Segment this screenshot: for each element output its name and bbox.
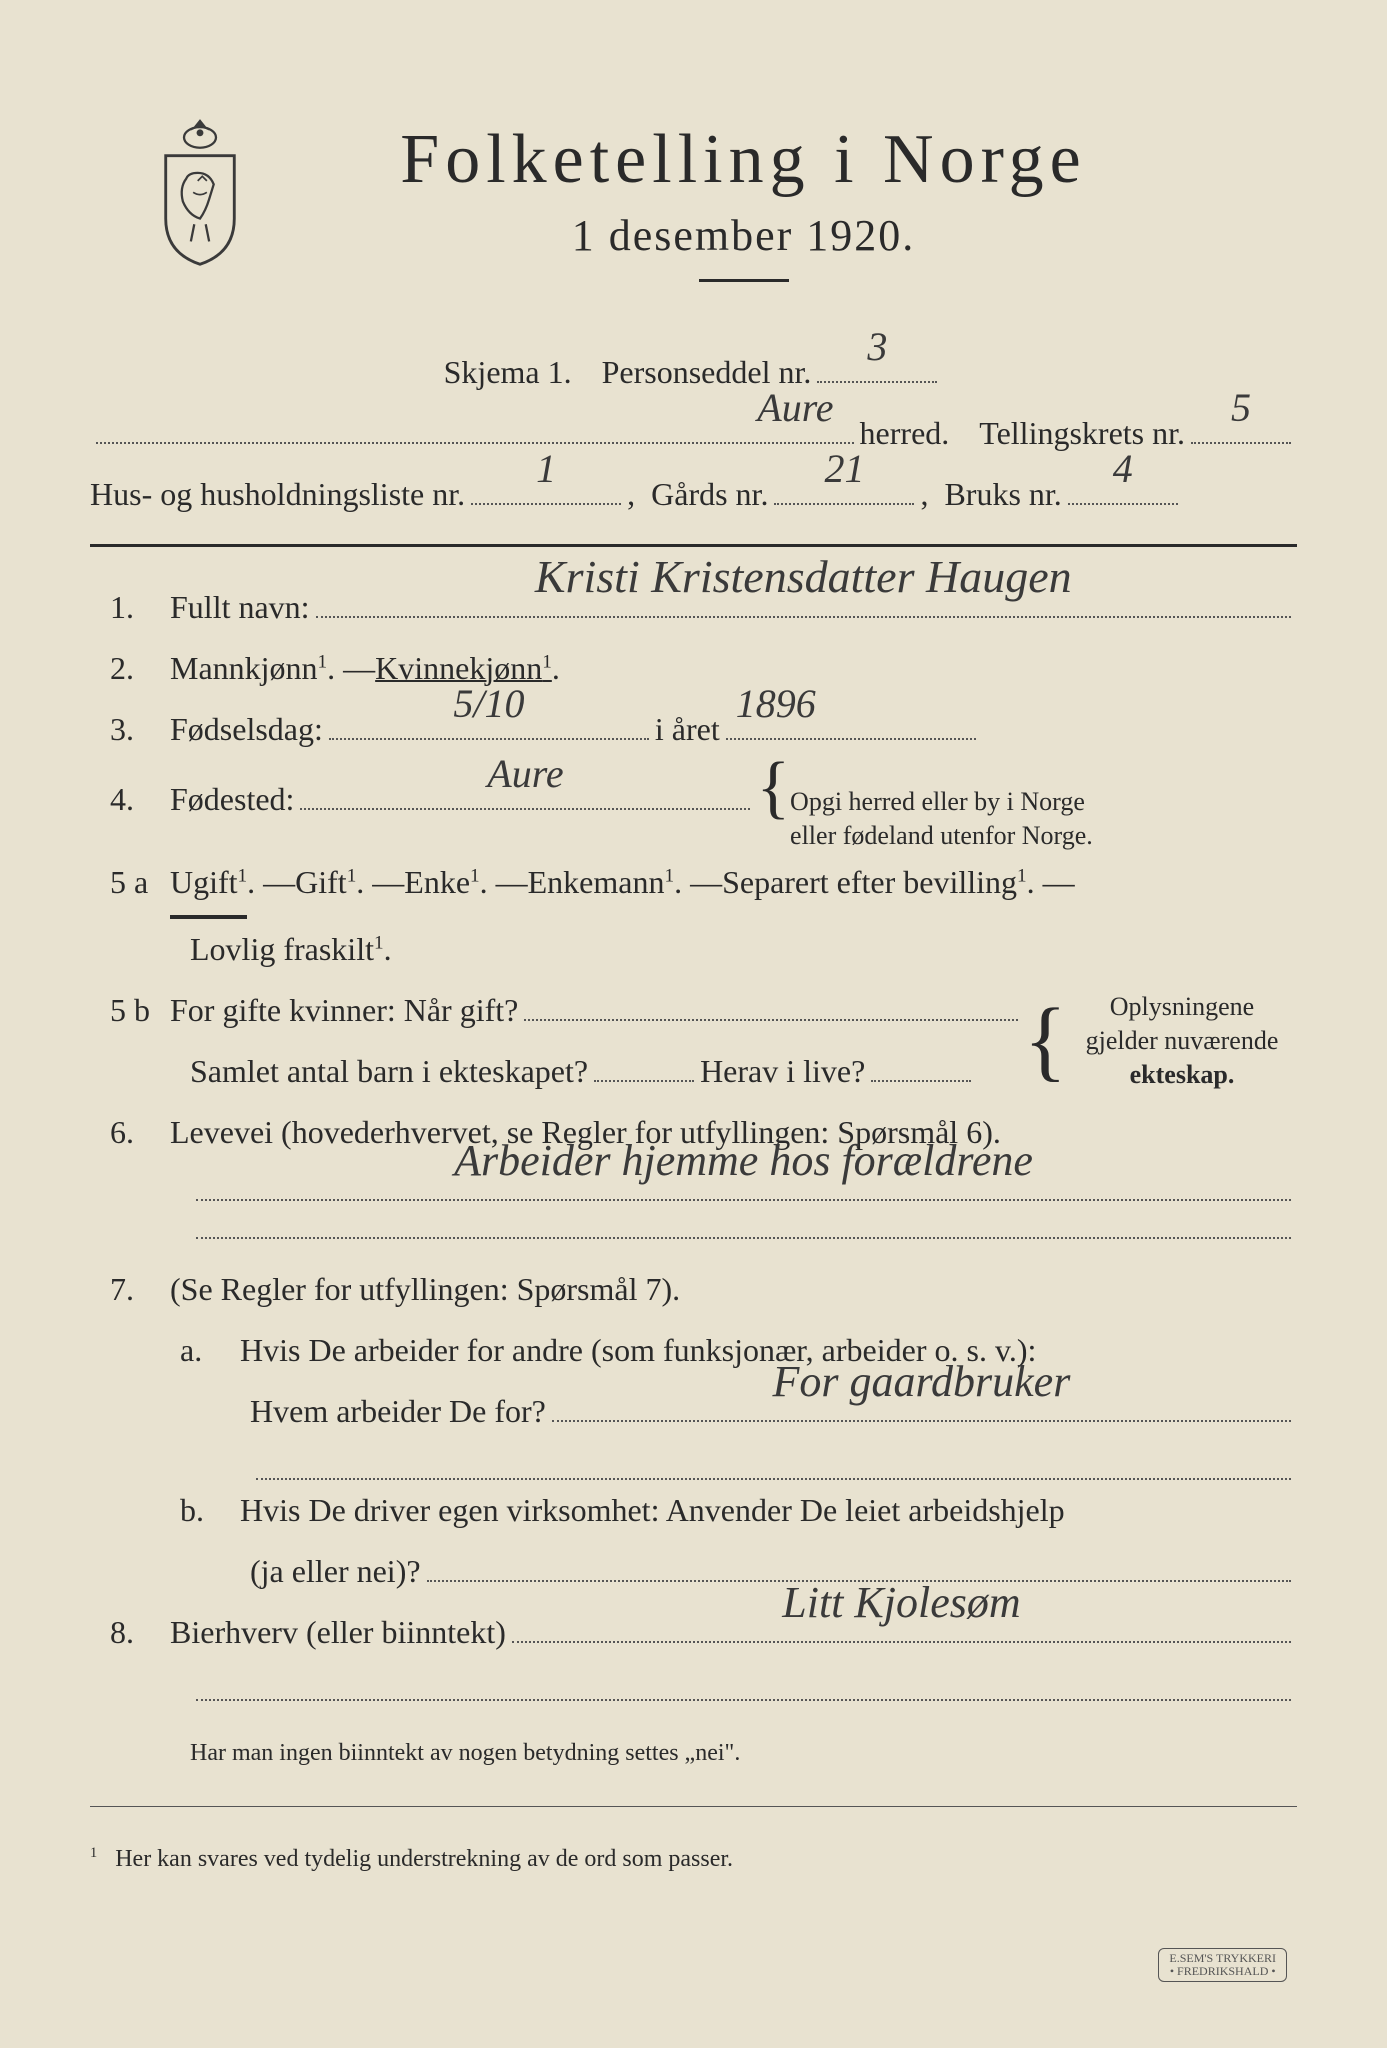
title-block: Folketelling i Norge 1 desember 1920. xyxy=(190,120,1297,282)
q5b-label1: For gifte kvinner: Når gift? xyxy=(170,980,518,1041)
q1-value: Kristi Kristensdatter Haugen xyxy=(316,533,1291,620)
row-husliste: Hus- og husholdningsliste nr. 1 , Gårds … xyxy=(90,464,1297,525)
q7b-label1: Hvis De driver egen virksomhet: Anvender… xyxy=(240,1480,1065,1541)
q7a-field2 xyxy=(256,1442,1291,1480)
q7a-value: For gaardbruker xyxy=(552,1340,1291,1424)
tellingskrets-value: 5 xyxy=(1191,370,1291,446)
husliste-value: 1 xyxy=(471,431,621,507)
q5b-field3 xyxy=(871,1043,971,1081)
q4-num: 4. xyxy=(110,769,170,830)
husliste-label: Hus- og husholdningsliste nr. xyxy=(90,464,465,525)
row-q6-blank xyxy=(190,1201,1297,1239)
tellingskrets-field: 5 xyxy=(1191,405,1291,443)
subtitle: 1 desember 1920. xyxy=(190,210,1297,261)
footnote1: Har man ingen biinntekt av nogen betydni… xyxy=(190,1731,1297,1777)
q5b-label2: Samlet antal barn i ekteskapet? xyxy=(190,1041,588,1102)
bruks-label: Bruks nr. xyxy=(944,464,1061,525)
q5a-gift: Gift1. — xyxy=(295,852,404,913)
q5b-field1 xyxy=(524,983,1017,1021)
footnote2: 1 Her kan svares ved tydelig understrekn… xyxy=(90,1837,1297,1883)
q7b-num: b. xyxy=(180,1480,240,1541)
q8-field2 xyxy=(196,1662,1291,1700)
gards-value: 21 xyxy=(774,431,914,507)
q8-value: Litt Kjolesøm xyxy=(512,1561,1291,1645)
row-q7a-blank xyxy=(250,1442,1297,1480)
q5a-separert: Separert efter bevilling1. — xyxy=(722,852,1075,913)
q8-field: Litt Kjolesøm xyxy=(512,1604,1291,1642)
row-q7: 7. (Se Regler for utfyllingen: Spørsmål … xyxy=(90,1259,1297,1320)
q6-field2 xyxy=(196,1201,1291,1239)
q5b-label3: Herav i live? xyxy=(700,1041,865,1102)
bruks-value: 4 xyxy=(1068,431,1178,507)
row-q1: 1. Fullt navn: Kristi Kristensdatter Hau… xyxy=(90,577,1297,638)
q8-label: Bierhverv (eller biinntekt) xyxy=(170,1602,506,1663)
q3-day-value: 5/10 xyxy=(329,666,649,742)
q5a-ugift: Ugift1 xyxy=(170,852,247,919)
q4-value: Aure xyxy=(300,736,750,812)
gards-label: Gårds nr. xyxy=(651,464,768,525)
q4-label: Fødested: xyxy=(170,769,294,830)
q7a-field: For gaardbruker xyxy=(552,1383,1291,1421)
q2-num: 2. xyxy=(110,638,170,699)
q4-note: Opgi herred eller by i Norge eller fødel… xyxy=(790,785,1093,853)
footnote-divider xyxy=(90,1806,1297,1807)
brace-icon: { xyxy=(1024,1005,1067,1077)
q3-year-field: 1896 xyxy=(726,702,976,740)
row-q6-answer: Arbeider hjemme hos forældrene xyxy=(190,1162,1297,1200)
title-rule xyxy=(699,279,789,282)
q3-day-field: 5/10 xyxy=(329,702,649,740)
q3-year-value: 1896 xyxy=(726,666,976,742)
husliste-field: 1 xyxy=(471,466,621,504)
q7a-label2: Hvem arbeider De for? xyxy=(250,1381,546,1442)
q7a-num: a. xyxy=(180,1320,240,1381)
printer-stamp: E.SEM'S TRYKKERI • FREDRIKSHALD • xyxy=(1158,1948,1287,1982)
q7-label: (Se Regler for utfyllingen: Spørsmål 7). xyxy=(170,1259,680,1320)
bruks-field: 4 xyxy=(1068,466,1178,504)
row-q4: 4. Fødested: Aure { Opgi herred eller by… xyxy=(90,760,1297,853)
q5b-field2 xyxy=(594,1043,694,1081)
row-q7b: b. Hvis De driver egen virksomhet: Anven… xyxy=(90,1480,1297,1541)
row-q8: 8. Bierhverv (eller biinntekt) Litt Kjol… xyxy=(90,1602,1297,1663)
q5a-fraskilt: Lovlig fraskilt1. xyxy=(190,919,392,980)
main-title: Folketelling i Norge xyxy=(190,120,1297,200)
row-q5b: 5 b For gifte kvinner: Når gift? Samlet … xyxy=(90,980,1297,1102)
q5b-note: Oplysningene gjelder nuværende ekteskap. xyxy=(1067,990,1297,1091)
form-body: Skjema 1. Personseddel nr. 3 Aure herred… xyxy=(90,342,1297,1883)
q3-num: 3. xyxy=(110,699,170,760)
q6-field: Arbeider hjemme hos forældrene xyxy=(196,1162,1291,1200)
row-q5a-cont: Lovlig fraskilt1. xyxy=(190,919,1297,980)
q1-label: Fullt navn: xyxy=(170,577,310,638)
q6-value: Arbeider hjemme hos forældrene xyxy=(196,1119,1291,1203)
row-q5a: 5 a Ugift1 . — Gift1. — Enke1. — Enkeman… xyxy=(90,852,1297,919)
coat-of-arms-icon xyxy=(140,110,260,270)
q1-field: Kristi Kristensdatter Haugen xyxy=(316,580,1291,618)
row-q2: 2. Mannkjønn1. — Kvinnekjønn1. xyxy=(90,638,1297,699)
q5b-num: 5 b xyxy=(110,980,170,1041)
gards-field: 21 xyxy=(774,466,914,504)
q6-num: 6. xyxy=(110,1102,170,1163)
q8-num: 8. xyxy=(110,1602,170,1663)
q7b-label2: (ja eller nei)? xyxy=(250,1541,421,1602)
q4-field: Aure xyxy=(300,771,750,809)
q5a-num: 5 a xyxy=(110,852,170,913)
q1-num: 1. xyxy=(110,577,170,638)
q5a-enke: Enke1. — xyxy=(404,852,527,913)
row-q7a2: Hvem arbeider De for? For gaardbruker xyxy=(250,1381,1297,1442)
row-q8-blank xyxy=(190,1662,1297,1700)
q5a-enkemann: Enkemann1. — xyxy=(528,852,722,913)
q7-num: 7. xyxy=(110,1259,170,1320)
brace-icon: { xyxy=(756,760,790,816)
